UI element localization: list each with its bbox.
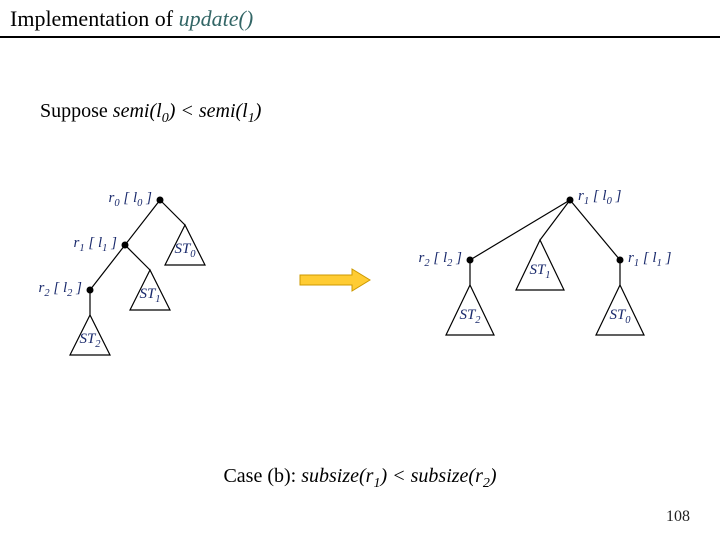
suppose-lhs-sub: 0 [162,111,169,126]
suppose-line: Suppose semi(l0) < semi(l1) [40,100,261,127]
tree-diagram-svg [0,170,720,430]
diagram-area: r0 [ l0 ] r1 [ l1 ] r2 [ l2 ] ST0 ST1 ST2 r1 [… [0,170,720,430]
page-number: 108 [666,508,690,526]
title-prefix: Implementation of [10,6,179,31]
suppose-tail: ) [255,100,262,122]
caption-lhs: subsize(r [301,465,373,487]
suppose-mid: ) < semi(l [169,100,248,122]
title-bar: Implementation of update() [0,0,720,38]
page-title: Implementation of update() [10,6,253,31]
caption: Case (b): subsize(r1) < subsize(r2) [0,465,720,492]
title-method: update() [179,6,254,31]
suppose-lhs: semi(l [113,100,162,122]
subtree-label: ST0 [609,307,630,326]
suppose-lead: Suppose [40,100,113,122]
subtree-label: ST2 [459,307,480,326]
node-label: r0 [ l0 ] [109,190,152,209]
node-label: r1 [ l1 ] [628,250,671,269]
subtree-label: ST2 [79,331,100,350]
node-label: r1 [ l1 ] [74,235,117,254]
subtree-label: ST1 [139,286,160,305]
node-label: r1 [ l0 ] [578,188,621,207]
subtree-label: ST1 [529,262,550,281]
caption-lead: Case (b): [223,465,301,487]
subtree-label: ST0 [174,241,195,260]
suppose-rhs-sub: 1 [248,111,255,126]
node-label: r2 [ l2 ] [39,280,82,299]
caption-mid: ) < subsize(r [380,465,482,487]
node-label: r2 [ l2 ] [419,250,462,269]
caption-rhs-sub: 2 [483,476,490,491]
caption-tail: ) [490,465,497,487]
